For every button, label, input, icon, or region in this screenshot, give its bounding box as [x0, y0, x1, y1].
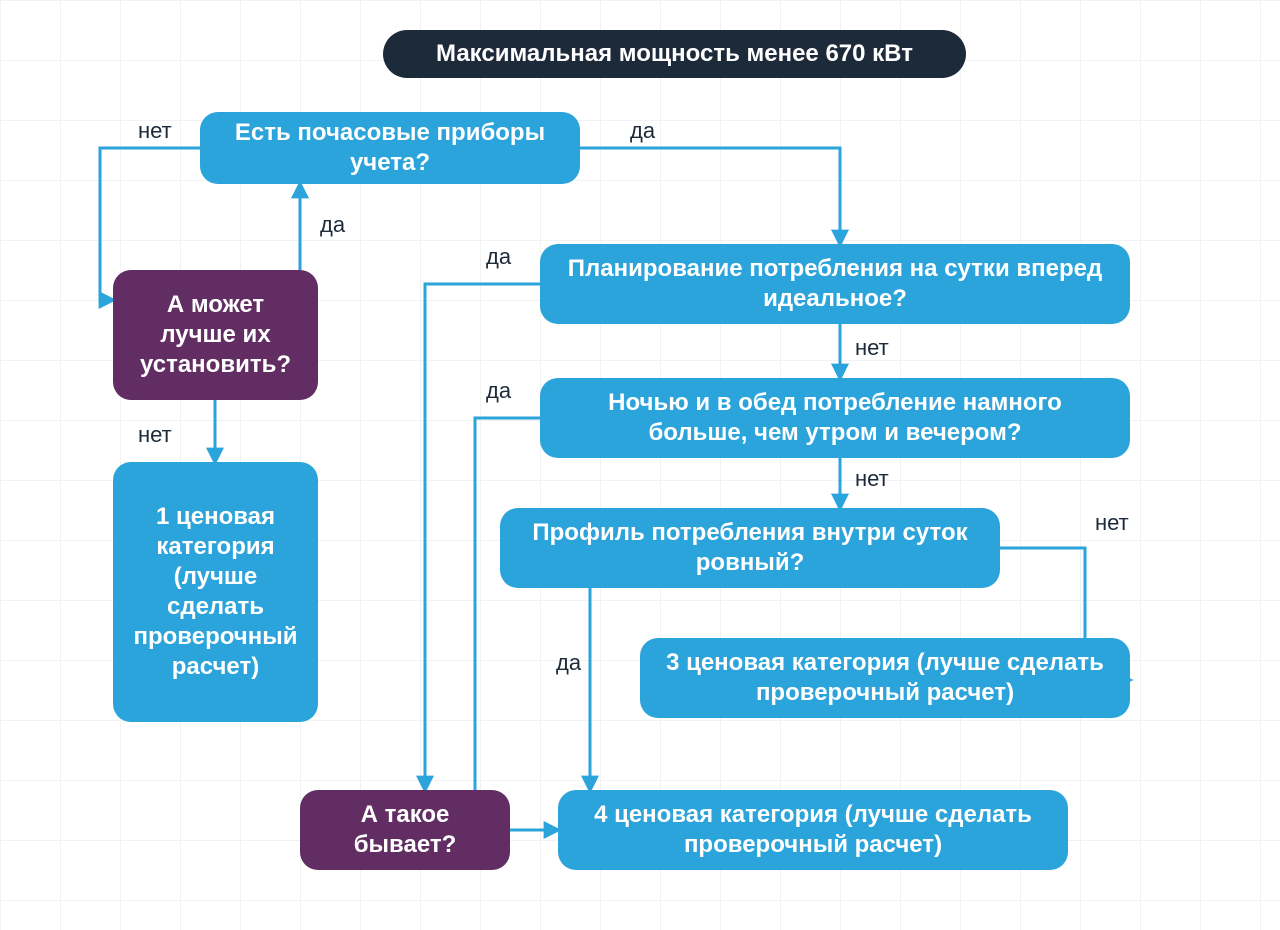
- node-install: А может лучше их установить?: [113, 270, 318, 400]
- node-plan: Планирование потребления на сутки вперед…: [540, 244, 1130, 324]
- edge-label-install-no-cat1: нет: [138, 422, 172, 448]
- edge-label-plan-yes-happens: да: [486, 244, 511, 270]
- edge-label-meter-yes-plan: да: [630, 118, 655, 144]
- node-night: Ночью и в обед потребление намного больш…: [540, 378, 1130, 458]
- edge-label-night-yes-cat4: да: [486, 378, 511, 404]
- edge-label-profile-no-cat3: нет: [1095, 510, 1129, 536]
- node-happens: А такое бывает?: [300, 790, 510, 870]
- node-cat4: 4 ценовая категория (лучше сделать прове…: [558, 790, 1068, 870]
- edge-label-install-yes-meter: да: [320, 212, 345, 238]
- node-title: Максимальная мощность менее 670 кВт: [383, 30, 966, 78]
- edge-label-plan-no-night: нет: [855, 335, 889, 361]
- edge-label-night-no-profile: нет: [855, 466, 889, 492]
- diagram-canvas: Максимальная мощность менее 670 кВт Есть …: [0, 0, 1280, 930]
- edge-label-profile-yes-cat4: да: [556, 650, 581, 676]
- node-q_meter: Есть почасовые приборы учета?: [200, 112, 580, 184]
- node-profile: Профиль потребления внутри суток ровный?: [500, 508, 1000, 588]
- node-cat1: 1 ценовая категория (лучше сделать прове…: [113, 462, 318, 722]
- node-cat3: 3 ценовая категория (лучше сделать прове…: [640, 638, 1130, 718]
- edge-label-meter-no-install: нет: [138, 118, 172, 144]
